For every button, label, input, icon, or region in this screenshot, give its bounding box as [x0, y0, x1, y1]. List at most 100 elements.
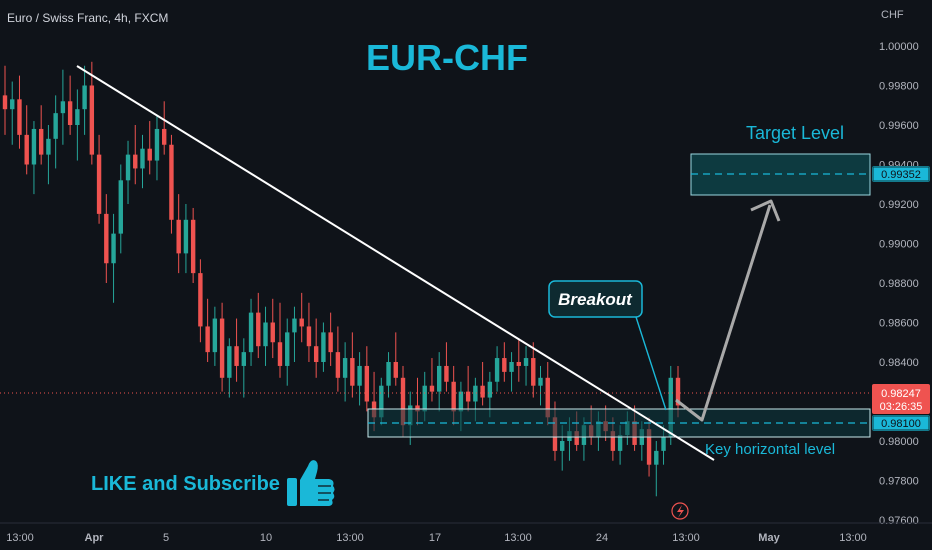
candle-body	[393, 362, 398, 378]
candle-body	[277, 342, 283, 366]
candle-body	[560, 441, 565, 451]
candle	[169, 134, 174, 234]
candle-body	[118, 180, 123, 234]
time-tick-label: 17	[429, 532, 441, 544]
candle-body	[299, 318, 304, 327]
price-tick-label: 0.99200	[879, 199, 919, 211]
candle	[429, 358, 435, 402]
target-level-label: Target Level	[746, 123, 844, 143]
candle-body	[350, 358, 355, 386]
candle	[118, 164, 123, 254]
candle-body	[379, 385, 384, 418]
target-zone	[690, 153, 871, 196]
time-tick-label: Apr	[85, 532, 105, 544]
candle	[140, 134, 145, 189]
candle	[393, 332, 398, 386]
candle	[60, 69, 66, 145]
candle-body	[67, 101, 73, 125]
candle	[292, 306, 297, 362]
candle-body	[480, 385, 485, 398]
candle	[538, 365, 543, 406]
candle-body	[234, 346, 239, 366]
candle-body	[53, 113, 58, 139]
candle-body	[487, 381, 493, 398]
candle	[212, 306, 218, 366]
candle	[31, 121, 37, 195]
candle-body	[574, 431, 579, 445]
candle	[436, 352, 442, 412]
candle	[67, 75, 73, 135]
candle-body	[147, 148, 152, 161]
price-tick-label: 0.98400	[879, 357, 919, 369]
candle	[494, 346, 500, 392]
candle-body	[292, 318, 297, 333]
candle	[248, 298, 254, 366]
candle-body	[321, 332, 326, 362]
candle-body	[104, 213, 109, 264]
candle	[24, 105, 29, 175]
candle	[531, 342, 536, 398]
candle	[89, 61, 95, 165]
candle-body	[617, 435, 623, 451]
candle-body	[162, 128, 167, 145]
candle-body	[46, 138, 51, 155]
current-price-tag: 0.98247 03:26:35	[872, 384, 930, 414]
breakout-callout: Breakout	[548, 280, 667, 411]
candle	[205, 298, 210, 362]
candle-body	[183, 219, 189, 254]
time-tick-label: 13:00	[504, 532, 532, 544]
key-level-zone	[367, 408, 871, 438]
candle	[306, 302, 312, 362]
time-tick-label: 13:00	[336, 532, 364, 544]
candle-body	[335, 352, 341, 378]
candle	[154, 115, 160, 181]
candle	[234, 318, 239, 382]
time-axis[interactable]: 13:00 Apr 5 10 13:00 17 13:00 24 13:00 May 13:00	[6, 532, 867, 544]
candle	[256, 292, 261, 359]
candle-body	[24, 134, 29, 165]
candle-body	[364, 365, 370, 402]
time-tick-label: 10	[260, 532, 272, 544]
main-title: EUR-CHF	[366, 37, 528, 78]
candle-body	[89, 85, 95, 155]
breakout-label-box	[548, 280, 643, 318]
candle-body	[10, 99, 15, 110]
candle-body	[436, 365, 442, 392]
candle	[364, 346, 370, 412]
candle	[277, 302, 283, 378]
candle-body	[451, 381, 456, 412]
candle	[227, 338, 232, 398]
candle	[219, 302, 225, 392]
candle-body	[465, 391, 471, 402]
candle-body	[646, 429, 652, 465]
candle-body	[538, 377, 543, 386]
candle-body	[263, 322, 268, 347]
price-tick-label: 0.98800	[879, 278, 919, 290]
price-tick-label: 0.99600	[879, 120, 919, 132]
candle-body	[531, 358, 536, 386]
candle-body	[328, 332, 333, 353]
time-tick-label: 13:00	[672, 532, 700, 544]
candle-body	[133, 154, 138, 169]
candle-body	[248, 312, 254, 353]
candle-body	[342, 358, 348, 378]
candle-body	[190, 219, 196, 274]
candle-body	[212, 318, 218, 353]
candle	[147, 121, 152, 175]
candle-body	[545, 377, 550, 418]
candle	[75, 89, 80, 161]
candle	[516, 338, 521, 382]
cta-text: LIKE and Subscribe	[91, 473, 280, 495]
candle-body	[444, 365, 449, 382]
candle-body	[400, 377, 406, 426]
candle-body	[675, 377, 681, 406]
candle-body	[270, 322, 275, 343]
price-tick-label: 0.99800	[879, 81, 919, 93]
key-level-price-value: 0.98100	[881, 418, 921, 430]
candle	[198, 259, 203, 343]
key-level-price-tag: 0.98100	[872, 415, 930, 431]
price-tick-label: 0.99000	[879, 239, 919, 251]
candle	[190, 207, 196, 283]
candle-body	[422, 385, 427, 412]
